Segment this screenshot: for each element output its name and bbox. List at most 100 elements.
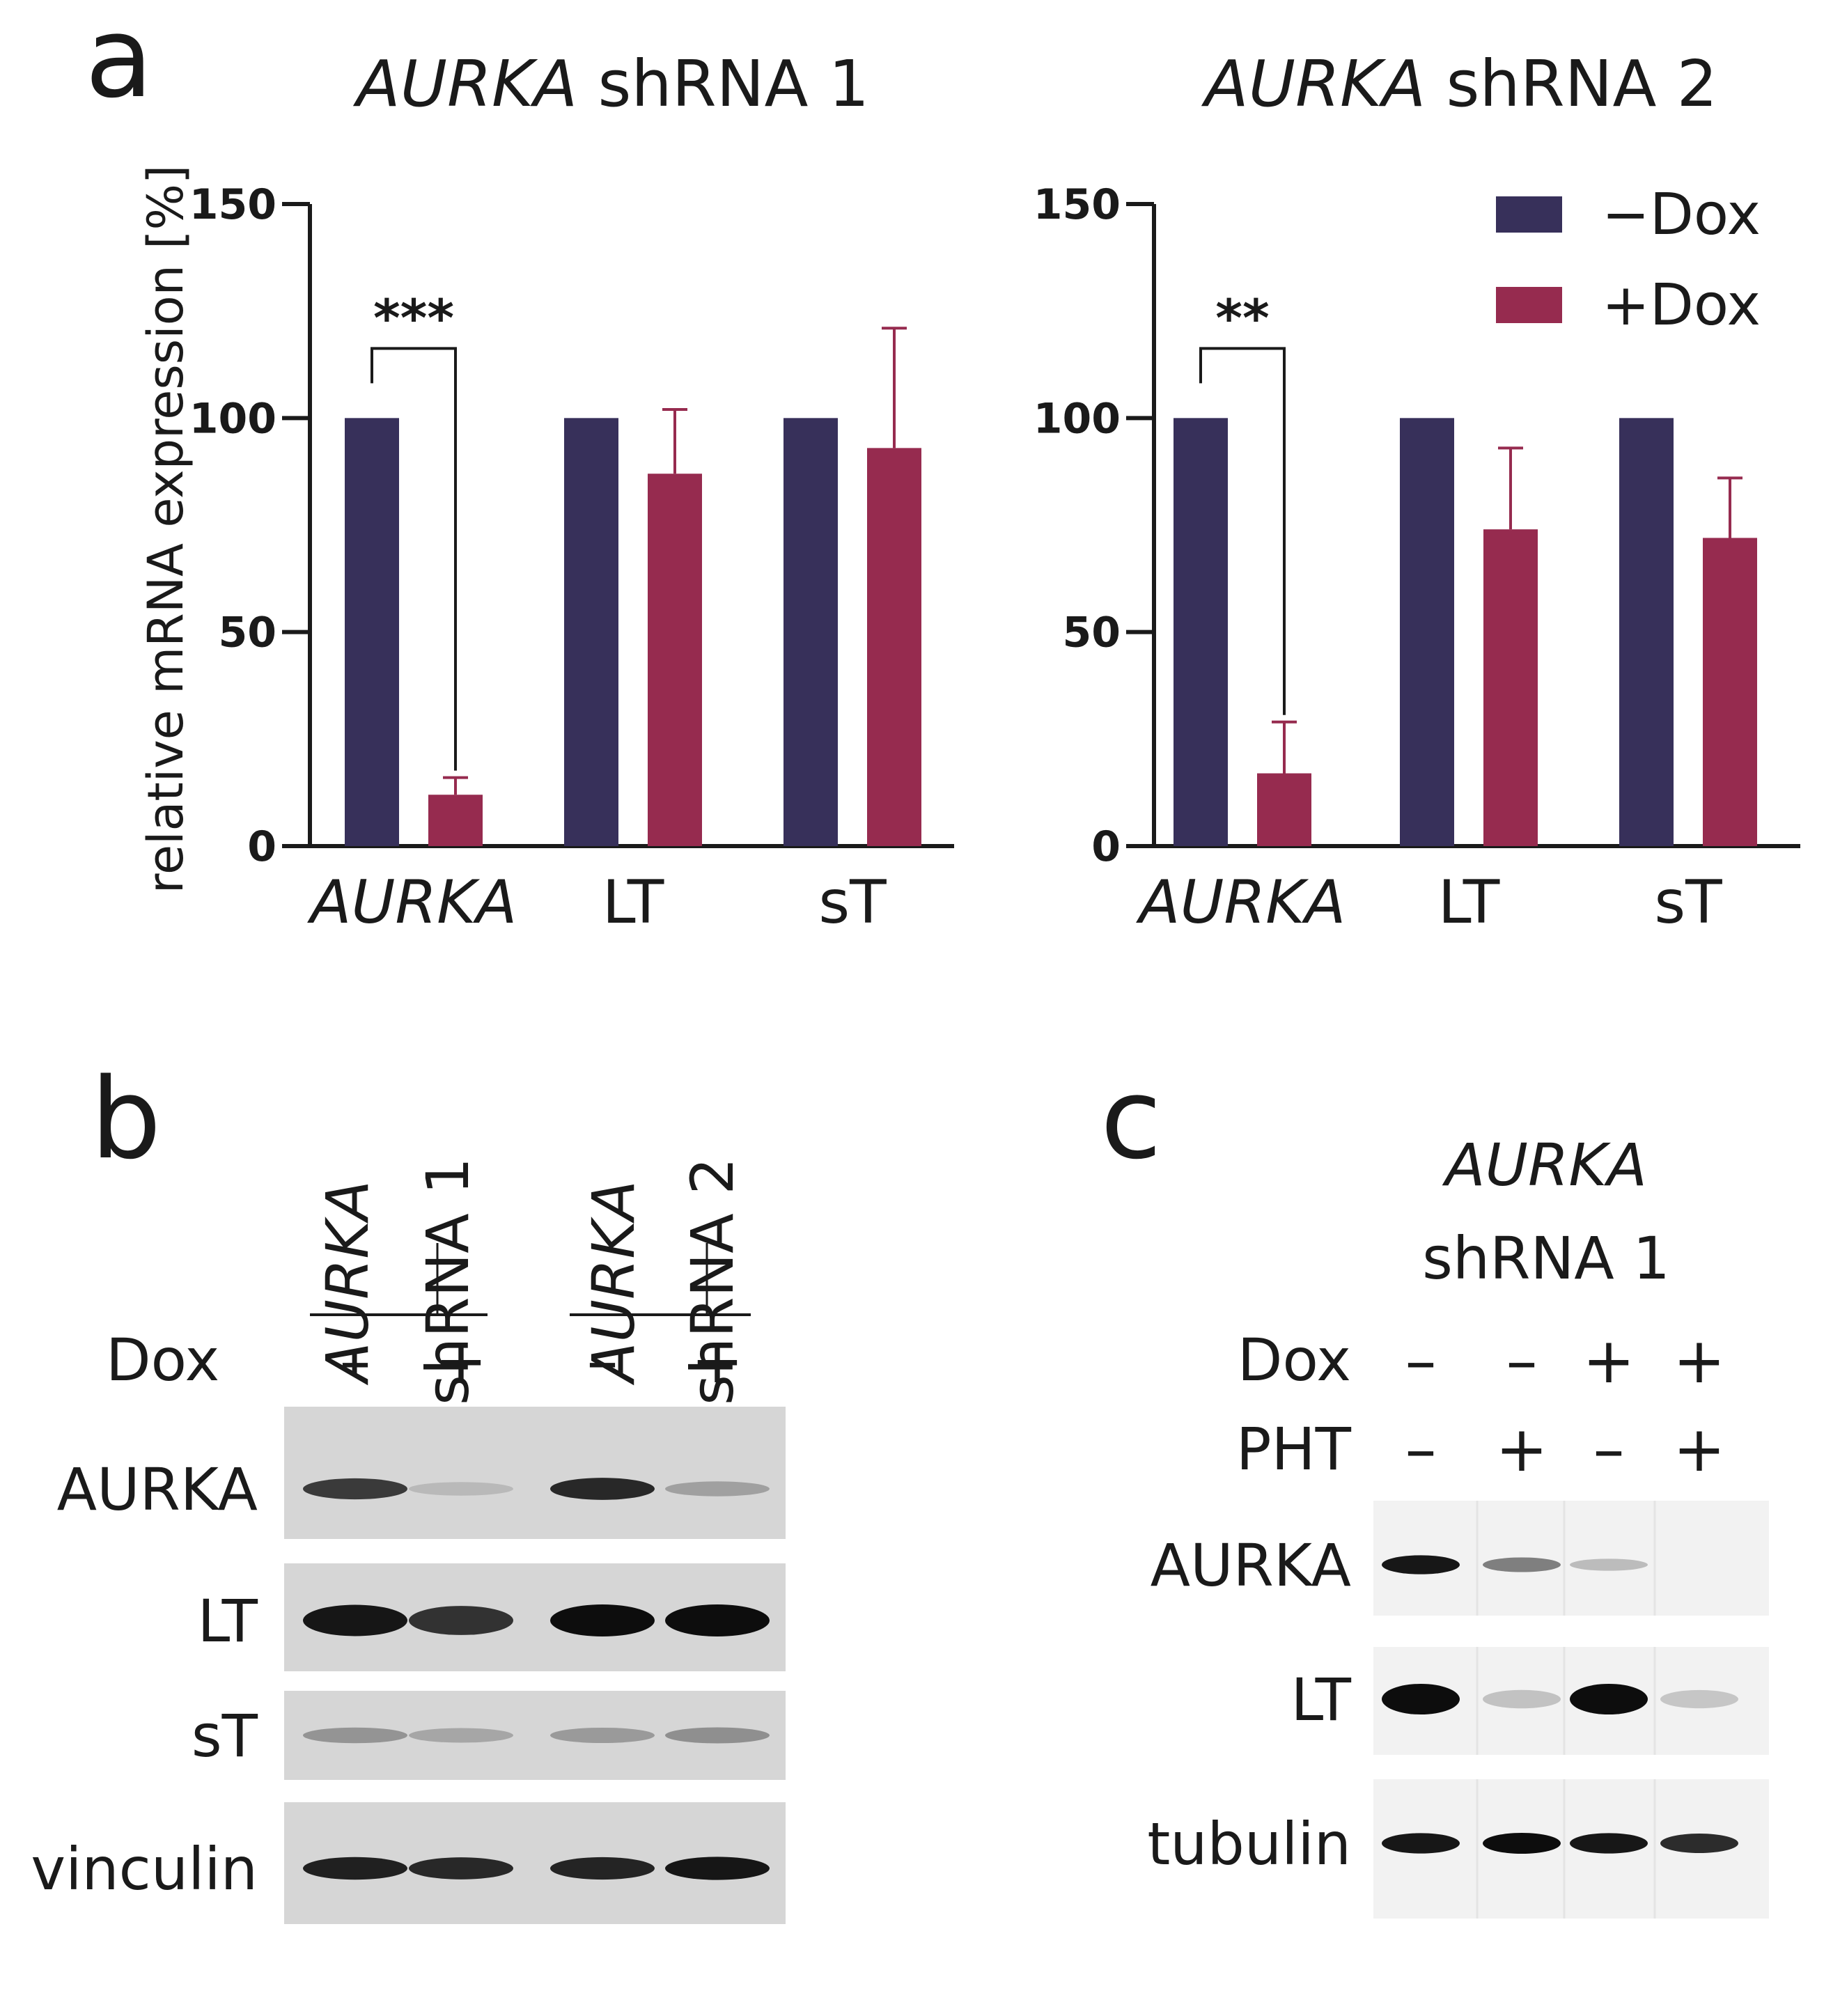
significance-bracket: ** [1199,288,1286,715]
legend-swatch-minus-dox [1496,196,1562,233]
sign: + [1582,1325,1635,1398]
bar-minus-dox [1400,418,1454,846]
blot-c-pht-signs: – + – + [1405,1413,1726,1486]
bar-chart-shrna1: AURKA shRNA 1 relative mRNA expression [… [137,47,954,937]
y-tick-label: 100 [189,394,276,443]
y-ticks: 0 50 100 150 [1034,180,1154,871]
chart-title: AURKA shRNA 2 [1201,47,1717,121]
blot-row-lt: LT [1291,1647,1769,1755]
bar-plus-dox [1257,773,1311,846]
blot-band [550,1604,655,1636]
category-label: sT [1654,868,1722,937]
y-tick-label: 150 [189,180,276,229]
sign: – [1405,1413,1437,1486]
blot-band [1483,1557,1561,1572]
blot-band [1570,1684,1648,1714]
y-tick-label: 100 [1034,394,1121,443]
sign: + [1673,1325,1725,1398]
blot-band [1382,1555,1460,1574]
blot-row-tubulin: tubulin [1147,1779,1769,1919]
error-bar [662,408,687,474]
sign: – [587,1325,618,1398]
error-bar [1272,720,1297,774]
blot-band [665,1727,770,1744]
blot-band [303,1727,407,1744]
y-tick-label: 0 [1091,822,1121,871]
blot-b-gene-1: AURKA [313,1180,382,1386]
bars [1174,418,1757,846]
y-tick-label: 150 [1034,180,1121,229]
category-label: AURKA [307,868,517,937]
error-bar [882,327,907,448]
significance-bracket: *** [371,288,457,771]
chart-title-suffix: shRNA 2 [1426,47,1717,121]
blot-band [665,1481,770,1497]
blot-band [303,1604,407,1636]
bar-plus-dox [1483,529,1538,846]
panel-label-b: b [91,1054,162,1184]
blot-row-label: AURKA [1151,1531,1351,1600]
blot-b-header: AURKA shRNA 1 AURKA shRNA 2 Dox [106,1157,751,1405]
blot-c-pht-label: PHT [1236,1415,1352,1483]
blot-band [409,1728,513,1743]
significance-label: *** [373,288,454,348]
panel-label-c: c [1100,1054,1162,1184]
blot-row-label: LT [1291,1666,1351,1734]
blot-b-shrna-1: shRNA 1 [414,1157,482,1405]
sign: + [1673,1413,1725,1486]
bar-plus-dox [428,795,483,846]
blot-b-dox-label: Dox [106,1326,219,1394]
category-label: sT [818,868,887,937]
y-tick-label: 0 [247,822,276,871]
blot-band [665,1857,770,1880]
bars [345,327,921,846]
category-labels: AURKA LT sT [1136,868,1723,937]
blot-band [1570,1833,1648,1854]
blot-row-vinculin: vinculin [31,1802,786,1924]
blot-band [665,1604,770,1636]
bracket-line [1199,347,1286,715]
category-label: AURKA [1136,868,1346,937]
y-ticks: 0 50 100 150 [189,180,310,871]
chart-title-suffix: shRNA 1 [577,47,869,121]
blot-band [1570,1558,1648,1571]
legend-swatch-plus-dox [1496,287,1562,323]
legend-label-plus-dox: +Dox [1602,272,1761,338]
blot-row-label: AURKA [57,1455,258,1524]
sign: + [1495,1413,1547,1486]
blot-band [409,1857,513,1880]
error-bar [1717,476,1742,538]
y-tick-label: 50 [219,609,277,657]
bar-minus-dox [1619,418,1674,846]
blot-c-gene: AURKA [1442,1131,1647,1199]
category-label: LT [602,868,664,937]
bar-minus-dox [345,418,399,846]
blot-c-header: AURKA shRNA 1 Dox PHT [1236,1131,1670,1483]
panel-label-a: a [85,0,153,123]
blot-band [1483,1689,1561,1709]
blot-band [303,1857,407,1880]
blot-band [550,1478,655,1500]
legend: −Dox +Dox [1496,182,1761,338]
bar-chart-shrna2: AURKA shRNA 2 0 50 100 150 AURKA LT sT ** [1034,47,1800,937]
y-tick-label: 50 [1063,609,1121,657]
blot-row-label: LT [197,1587,258,1655]
chart-title-gene: AURKA [353,47,577,121]
sign: + [435,1325,487,1398]
blot-membrane [284,1407,786,1539]
error-bar [1498,446,1523,530]
blot-band [1382,1684,1460,1714]
blot-band [550,1857,655,1880]
blot-row-label: vinculin [31,1835,258,1903]
blot-band [303,1478,407,1500]
sign: – [1593,1413,1625,1486]
sign: – [1405,1325,1437,1398]
category-label: LT [1438,868,1500,937]
blot-c-dox-signs: – – + + [1405,1325,1726,1398]
bar-minus-dox [1174,418,1228,846]
bar-plus-dox [867,448,921,846]
bracket-line [371,347,457,771]
blot-b-dox-signs: – + – + [340,1325,744,1398]
